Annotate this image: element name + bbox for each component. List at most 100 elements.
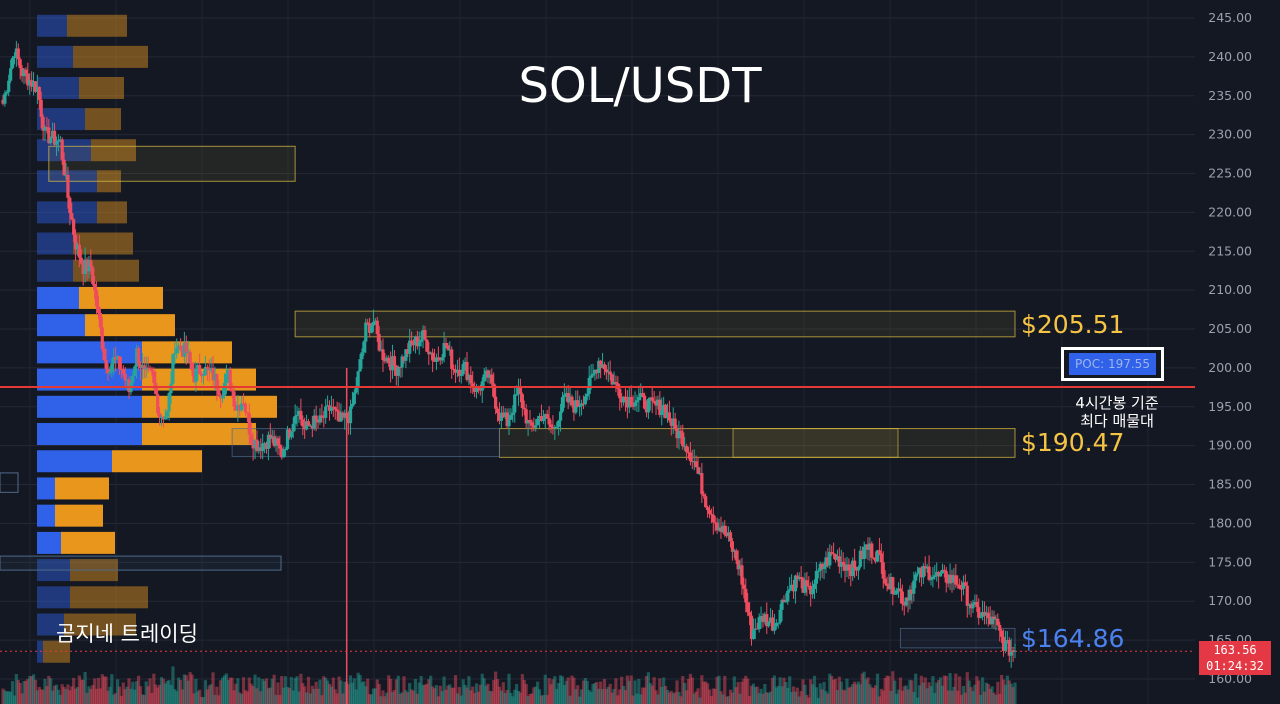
candle-body	[963, 582, 967, 586]
poc-note-line2: 최다 매물대	[1080, 412, 1154, 430]
volume-bar	[114, 693, 118, 704]
candle-body	[184, 342, 188, 354]
candle-body	[452, 368, 456, 370]
volume-bar	[910, 680, 914, 704]
candle-body	[837, 556, 841, 567]
candle-body	[62, 159, 66, 176]
volume-bar	[753, 687, 757, 704]
volume-bar	[262, 680, 267, 704]
candle-body	[620, 398, 624, 403]
candle-body	[818, 563, 822, 571]
volume-bar	[786, 687, 790, 704]
candle-body	[190, 362, 194, 371]
candle-body	[728, 532, 733, 542]
candle-countdown: 01:24:32	[1206, 659, 1264, 673]
volume-bar	[711, 688, 715, 704]
candle-body	[68, 197, 72, 214]
volume-bar	[843, 690, 847, 704]
candle-body	[826, 557, 830, 566]
volume-bar	[484, 685, 488, 704]
candle-body	[759, 616, 763, 618]
candle-body	[828, 552, 832, 566]
candle-body	[299, 410, 303, 420]
volume-bar	[199, 696, 204, 704]
candle-body	[98, 312, 102, 328]
volume-bar	[31, 674, 36, 704]
candle-body	[1000, 630, 1004, 637]
candle-body	[366, 322, 370, 324]
volume-bar	[473, 693, 477, 704]
volume-bar	[952, 686, 956, 704]
candle-body	[564, 393, 568, 395]
candle-body	[427, 351, 431, 355]
candle-body	[354, 387, 358, 393]
volume-bar	[620, 676, 624, 704]
volume-bar	[12, 695, 17, 704]
candle-body	[215, 373, 219, 390]
candle-body	[849, 570, 853, 576]
volume-bar	[499, 690, 503, 704]
volume-bar	[337, 676, 341, 704]
candle-body	[478, 388, 482, 391]
volume-bar	[555, 688, 559, 704]
candle-body	[969, 604, 973, 609]
volume-bar	[959, 694, 964, 704]
candle-body	[45, 127, 49, 129]
candle-body	[390, 356, 395, 371]
volume-bar	[274, 694, 278, 704]
volume-bar	[171, 666, 175, 704]
current-price-tag[interactable]: 163.56 01:24:32	[1199, 641, 1271, 675]
volume-bar	[434, 685, 439, 704]
volume-bar	[356, 672, 360, 704]
volume-bar	[938, 677, 943, 704]
volume-bar	[453, 675, 458, 704]
candle-body	[811, 589, 815, 595]
volume-bar	[219, 680, 223, 704]
candle-body	[222, 382, 227, 396]
candle-body	[135, 348, 139, 367]
candle-body	[108, 371, 112, 373]
volume-bar	[163, 683, 167, 704]
candle-body	[751, 629, 756, 640]
candle-body	[782, 599, 786, 602]
candle-body	[757, 617, 761, 630]
candle-body	[843, 564, 847, 571]
volume-bar	[524, 684, 528, 704]
candle-body	[805, 580, 809, 586]
volume-bar	[900, 690, 904, 704]
candle-body	[173, 353, 177, 355]
candle-body	[801, 578, 805, 593]
volume-bar	[616, 695, 620, 704]
volume-bar	[832, 679, 836, 704]
candle-body	[396, 366, 400, 376]
volume-bar	[62, 687, 66, 704]
profile-sell-bar	[79, 76, 124, 99]
candle-body	[157, 412, 162, 418]
candle-body	[494, 396, 498, 409]
price-axis[interactable]: 245.00 240.00 235.00 230.00 225.00 220.00 215.…	[1195, 0, 1280, 704]
candle-body	[904, 597, 908, 606]
profile-sell-bar	[142, 395, 277, 418]
candle-body	[799, 577, 803, 579]
volume-bar	[595, 681, 599, 704]
candle-body	[677, 430, 681, 439]
volume-bar	[765, 692, 769, 704]
candle-body	[318, 415, 322, 423]
candle-body	[469, 375, 473, 384]
candle-body	[243, 403, 248, 413]
candle-body	[637, 397, 641, 401]
candle-body	[990, 616, 994, 625]
candle-body	[614, 381, 618, 384]
volume-bar	[261, 678, 265, 704]
axis-tick-label: 225.00	[1208, 166, 1252, 181]
axis-tick-label: 185.00	[1208, 477, 1252, 492]
volume-bar	[757, 693, 761, 704]
candle-body	[786, 590, 790, 602]
candle-body	[723, 525, 727, 535]
candle-body	[740, 565, 744, 585]
candle-body	[1009, 650, 1013, 656]
volume-bar	[121, 682, 125, 704]
volume-bar	[732, 676, 736, 704]
volume-bar	[220, 677, 225, 704]
